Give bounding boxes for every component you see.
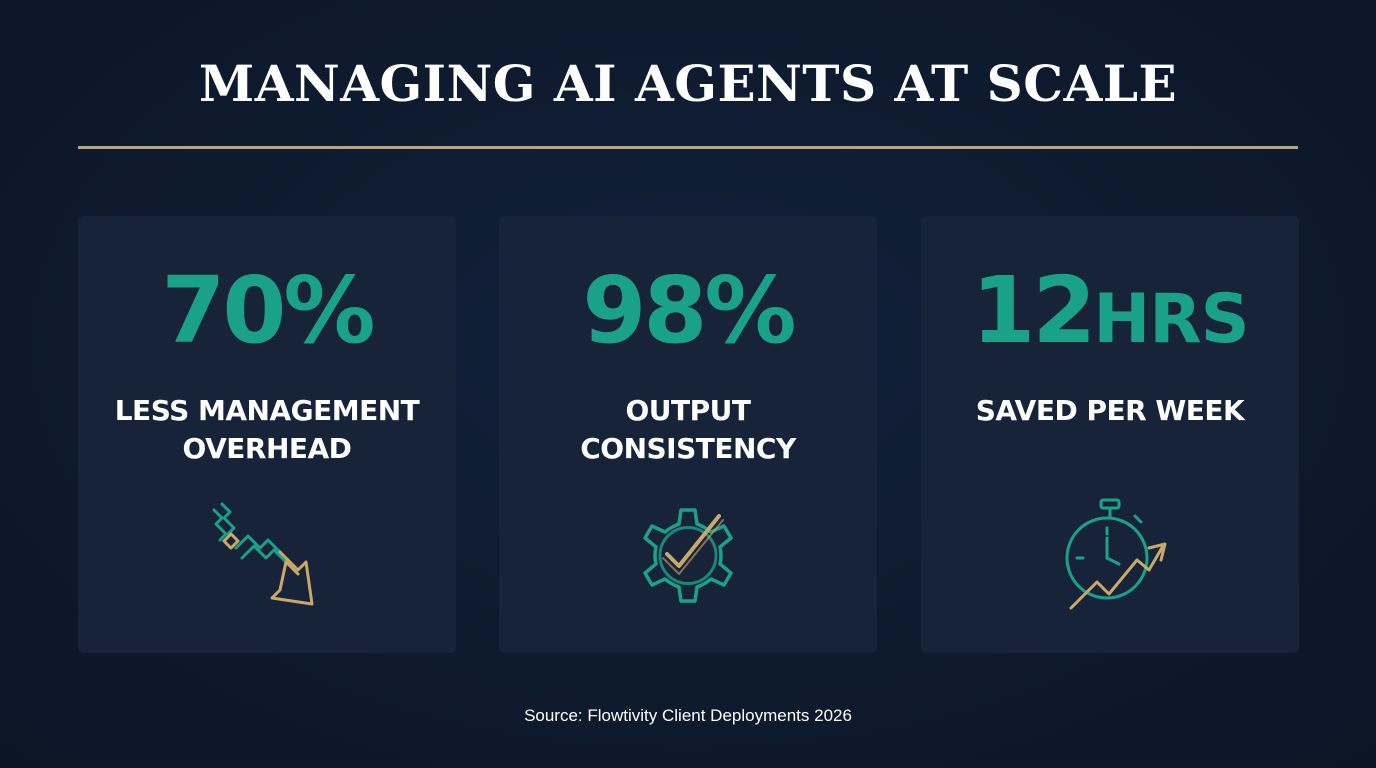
page-title: MANAGING AI AGENTS AT SCALE (198, 54, 1178, 113)
stat-number: 70% (161, 257, 375, 364)
stat-value: 98% (499, 256, 877, 375)
stat-label-line: SAVED PER WEEK (975, 394, 1245, 427)
source-caption: Source: Flowtivity Client Deployments 20… (524, 706, 852, 725)
stat-unit: HRS (1093, 280, 1249, 359)
stat-card-management-overhead (78, 216, 456, 653)
stat-card-hours-saved (921, 216, 1299, 653)
stat-label-line: CONSISTENCY (580, 432, 796, 465)
stat-card-output-consistency (499, 216, 877, 653)
downward-trend-arrow-icon (212, 502, 314, 606)
stat-label-line: OUTPUT (625, 394, 752, 427)
stat-card-2-content: 98% OUTPUT CONSISTENCY (499, 0, 877, 768)
stat-number: 12 (971, 257, 1096, 364)
stat-number: 98% (582, 257, 796, 364)
stat-card-3-content: 12HRS SAVED PER WEEK (921, 0, 1299, 768)
stat-label-line: LESS MANAGEMENT (114, 394, 420, 427)
stat-label-line: OVERHEAD (182, 432, 352, 465)
stat-value: 12HRS (921, 256, 1299, 375)
stopwatch-upward-arrow-icon (1065, 498, 1167, 610)
gear-checkmark-icon (643, 508, 733, 603)
title-divider (78, 146, 1298, 149)
stat-card-1-content: 70% LESS MANAGEMENT OVERHEAD (78, 0, 456, 768)
stat-value: 70% (78, 256, 456, 375)
